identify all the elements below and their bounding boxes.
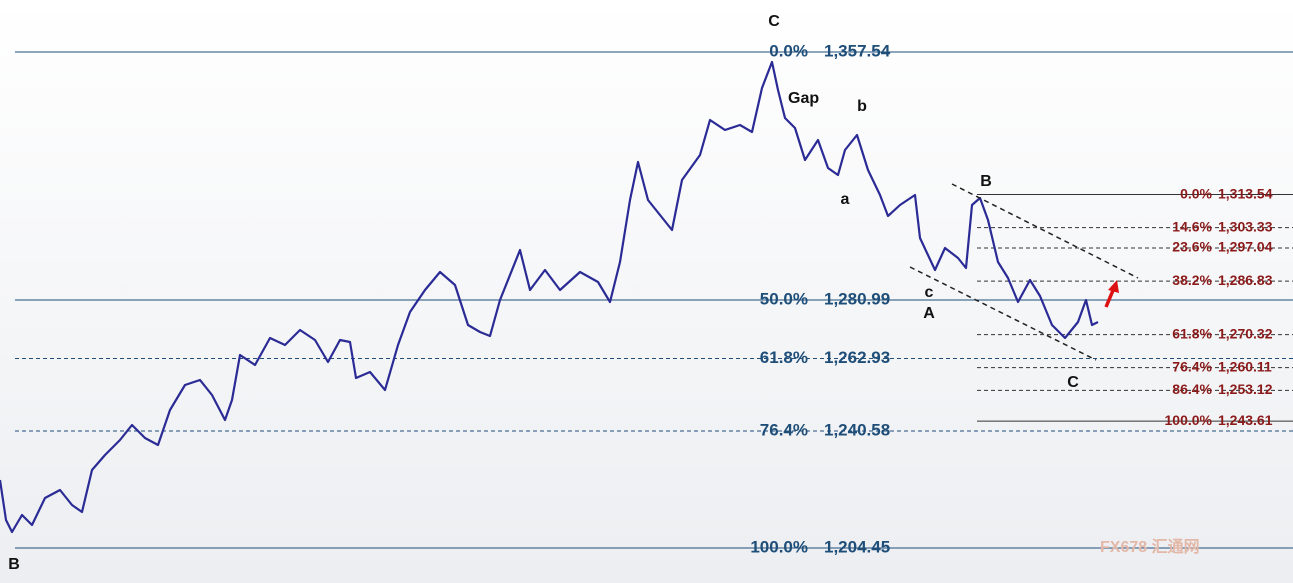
fib-ratio: 76.4% (1172, 358, 1212, 374)
fib-ratio: 76.4% (760, 420, 808, 439)
channel-line (909, 266, 1097, 361)
wave-label: B (8, 556, 20, 573)
wave-label: b (857, 98, 867, 115)
fib-price: 1,313.54 (1218, 185, 1273, 201)
price-path (0, 60, 1099, 534)
fib-price: 1,260.11 (1218, 358, 1272, 374)
fib-ratio: 50.0% (760, 290, 808, 309)
fib-ratio: 14.6% (1172, 218, 1212, 234)
fib-price: 1,243.61 (1218, 412, 1273, 428)
fib-price: 1,270.32 (1218, 325, 1273, 341)
fib-price: 1,253.12 (1218, 381, 1273, 397)
fib-price: 1,280.99 (824, 290, 890, 309)
fib-price: 1,286.83 (1218, 272, 1273, 288)
wave-label: Gap (788, 90, 819, 107)
fib-ratio: 61.8% (1172, 325, 1212, 341)
fib-ratio: 38.2% (1172, 272, 1212, 288)
wave-label: B (980, 173, 992, 190)
fib-price: 1,357.54 (824, 41, 891, 60)
fib-price: 1,204.45 (824, 537, 890, 556)
wave-label: C (1067, 374, 1079, 391)
fib-ratio: 0.0% (1180, 185, 1212, 201)
wave-label: C (768, 13, 780, 30)
watermark: FX678 汇通网 (1100, 538, 1200, 556)
wave-label: c (925, 284, 934, 301)
wave-label: A (923, 305, 935, 322)
fib-price: 1,297.04 (1218, 239, 1273, 255)
fib-ratio: 86.4% (1172, 381, 1212, 397)
fib-ratio: 100.0% (1165, 412, 1213, 428)
channel-line (951, 183, 1139, 279)
fib-ratio: 61.8% (760, 348, 808, 367)
arrow-head (1108, 280, 1119, 293)
wave-label: a (841, 191, 850, 208)
fib-ratio: 100.0% (750, 537, 808, 556)
fib-ratio: 23.6% (1172, 239, 1212, 255)
fib-price: 1,303.33 (1218, 218, 1273, 234)
fib-price: 1,240.58 (824, 420, 890, 439)
fib-price: 1,262.93 (824, 348, 890, 367)
fib-ratio: 0.0% (769, 41, 808, 60)
